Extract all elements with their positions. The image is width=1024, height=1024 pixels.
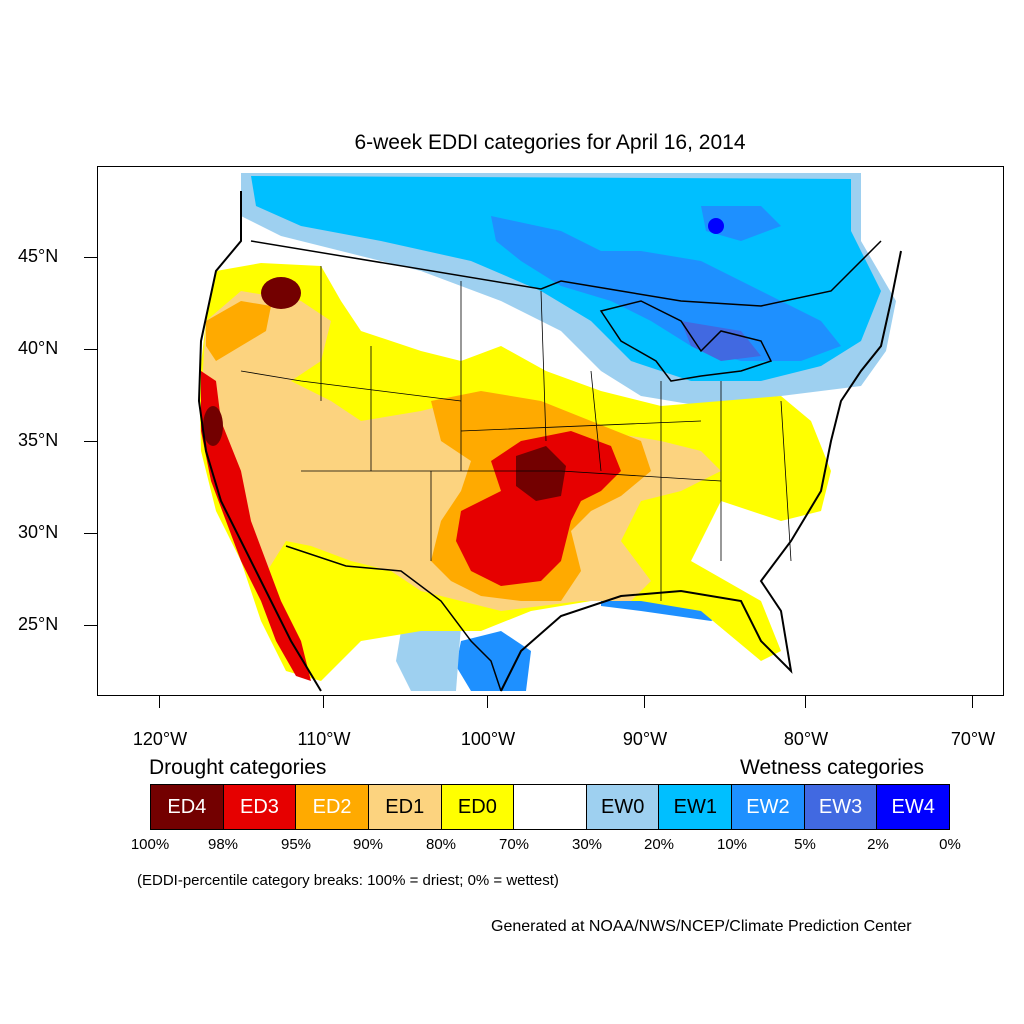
lon-tick	[805, 696, 806, 708]
border-mexico	[285, 545, 502, 692]
lon-tick	[323, 696, 324, 708]
legend-label: EW1	[673, 795, 717, 818]
legend-label: EW0	[600, 795, 645, 818]
lon-tick	[972, 696, 973, 708]
lon-tick	[159, 696, 160, 708]
legend-label: ED2	[312, 795, 352, 818]
lon-tick	[644, 696, 645, 708]
lat-tick	[84, 257, 97, 258]
legend-box-ed0: ED0	[441, 785, 515, 829]
lon-tick	[487, 696, 488, 708]
wet-region-ew2-east	[701, 206, 781, 241]
legend-box-ed2: ED2	[296, 785, 369, 829]
eddi-map	[197, 173, 902, 692]
percentile-label: 10%	[716, 836, 748, 853]
wet-region-gulf-b	[396, 626, 461, 691]
percentile-label: 5%	[794, 836, 816, 853]
lat-label-25n: 25°N	[18, 614, 59, 634]
legend-box-ed3: ED3	[223, 785, 297, 829]
lat-label-45n: 45°N	[18, 246, 59, 266]
legend-label: EW4	[891, 795, 935, 818]
legend-label: EW3	[818, 795, 863, 818]
wet-region-ew2	[491, 216, 841, 361]
legend-box-ew1: EW1	[659, 785, 733, 829]
wetness-categories-heading: Wetness categories	[740, 756, 925, 779]
legend-box-ew2: EW2	[732, 785, 805, 829]
map-panel	[97, 166, 1004, 696]
map-title: 6-week EDDI categories for April 16, 201…	[354, 131, 746, 154]
lat-label-40n: 40°N	[18, 338, 59, 358]
lat-label-30n: 30°N	[18, 522, 59, 542]
lat-tick	[84, 625, 97, 626]
dry-region-ed4-ca	[203, 406, 223, 446]
legend-label: ED4	[167, 795, 207, 818]
legend-box-ed4: ED4	[151, 785, 224, 829]
state-lines	[240, 266, 792, 601]
percentile-label: 2%	[867, 836, 889, 853]
lon-label-100w: 100°W	[460, 729, 516, 749]
legend-label: ED0	[457, 795, 497, 818]
percentile-label: 95%	[280, 836, 312, 853]
percentile-label: 20%	[643, 836, 675, 853]
percentile-label: 0%	[939, 836, 961, 853]
percentile-label: 70%	[498, 836, 530, 853]
wet-region-ew4	[708, 218, 724, 234]
dry-region-ed3-west	[201, 371, 311, 681]
us-outline	[197, 191, 322, 692]
dry-region-ed4-central	[516, 446, 566, 501]
percentile-note: (EDDI-percentile category breaks: 100% =…	[137, 872, 559, 889]
legend-label: ED1	[385, 795, 425, 818]
legend-box-ed1: ED1	[368, 785, 442, 829]
lat-tick	[84, 533, 97, 534]
legend-box-normal	[514, 785, 587, 829]
wet-region-gulf	[456, 631, 531, 691]
percentile-label: 90%	[352, 836, 384, 853]
drought-categories-heading: Drought categories	[149, 756, 327, 779]
category-legend: ED4 ED3 ED2 ED1 ED0 EW0 EW1 EW2 EW3 EW4	[150, 784, 950, 830]
lon-label-120w: 120°W	[132, 729, 188, 749]
percentile-label: 30%	[571, 836, 603, 853]
dry-region-ed4-nw	[261, 277, 301, 309]
lon-label-80w: 80°W	[783, 729, 829, 749]
lon-label-110w: 110°W	[297, 729, 351, 749]
gulf-coast	[500, 250, 902, 692]
percentile-label: 80%	[425, 836, 457, 853]
legend-box-ew3: EW3	[804, 785, 878, 829]
lat-tick	[84, 349, 97, 350]
percentile-label: 100%	[130, 836, 170, 853]
border-canada	[250, 240, 882, 307]
dry-region-ed3	[456, 431, 621, 586]
credit-text: Generated at NOAA/NWS/NCEP/Climate Predi…	[491, 918, 912, 935]
percentile-label: 98%	[207, 836, 239, 853]
legend-label: ED3	[240, 795, 279, 818]
lat-label-35n: 35°N	[18, 430, 59, 450]
dry-region-ed2-west	[206, 301, 271, 361]
legend-label: EW2	[746, 795, 790, 818]
lon-label-70w: 70°W	[950, 729, 996, 749]
lon-label-90w: 90°W	[622, 729, 668, 749]
legend-box-ew4: EW4	[877, 785, 950, 829]
lat-tick	[84, 441, 97, 442]
legend-box-ew0: EW0	[586, 785, 660, 829]
great-lakes	[599, 300, 773, 382]
